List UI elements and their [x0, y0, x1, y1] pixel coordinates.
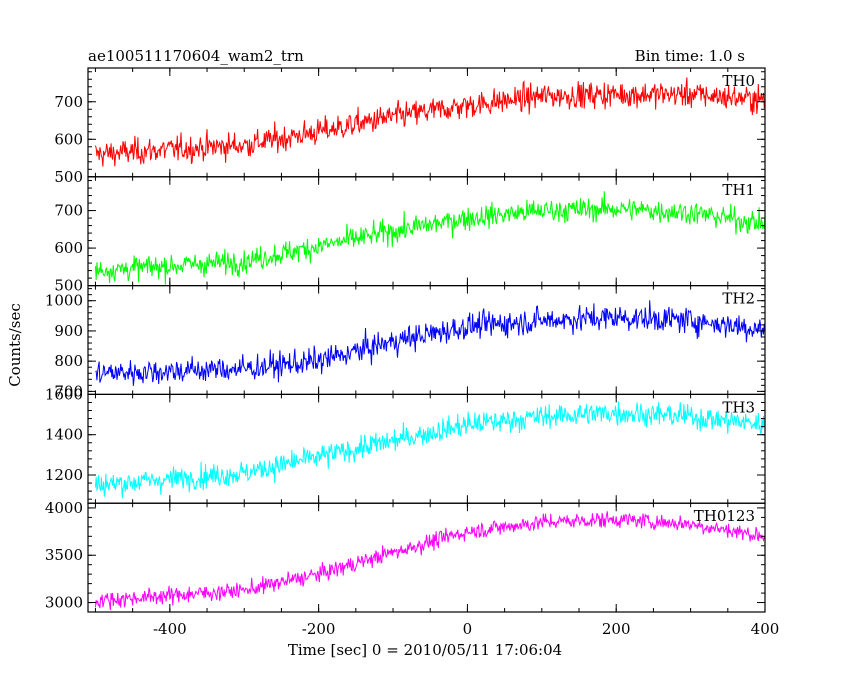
y-tick-label: 4000	[45, 499, 83, 517]
panel-th0123: 3000 3500 4000 TH0123 -400 -200 0 200 400	[45, 499, 780, 638]
x-tick-label: 400	[751, 620, 780, 638]
y-tick-label: 900	[54, 322, 83, 340]
panel-label-th0: TH0	[722, 72, 755, 90]
y-tick-label: 3500	[45, 546, 83, 564]
y-tick-label: 600	[54, 130, 83, 148]
panel-frame	[87, 285, 766, 396]
panel-label-th2: TH2	[722, 290, 755, 308]
x-tick-label: -400	[153, 620, 187, 638]
series-line-th3	[94, 401, 765, 499]
y-tick-label: 600	[54, 239, 83, 257]
x-tick-label: 200	[602, 620, 631, 638]
panel-th0: 500 600 700 TH0	[54, 67, 766, 186]
y-tick-label: 500	[54, 168, 83, 186]
series-line-th2	[95, 300, 765, 386]
file-title: ae100511170604_wam2_trn	[88, 47, 304, 65]
panel-label-th1: TH1	[722, 181, 755, 199]
panel-frame	[87, 502, 766, 613]
panel-th3: 1200 1400 1600 TH3	[45, 385, 766, 504]
y-tick-label: 1400	[45, 426, 83, 444]
y-tick-label: 700	[54, 93, 83, 111]
y-tick-label: 1200	[45, 466, 83, 484]
series-line-th1	[94, 191, 765, 285]
panel-frame	[87, 67, 766, 178]
panel-label-th3: TH3	[722, 398, 755, 416]
series-line-th0123	[94, 511, 765, 611]
y-tick-label: 700	[54, 202, 83, 220]
x-axis-label: Time [sec] 0 = 2010/05/11 17:06:04	[288, 641, 562, 659]
panel-label-th0123: TH0123	[694, 507, 755, 525]
panel-th2: 700 800 900 1000 TH2	[45, 285, 766, 400]
y-tick-label: 1000	[45, 292, 83, 310]
series-line-th0	[94, 77, 765, 167]
panel-th1: 500 600 700 TH1	[54, 176, 766, 295]
y-tick-label: 800	[54, 352, 83, 370]
panel-frame	[87, 176, 766, 287]
y-axis-label: Counts/sec	[6, 303, 24, 387]
y-tick-label: 3000	[45, 594, 83, 612]
x-tick-label: -200	[302, 620, 336, 638]
bin-time-label: Bin time: 1.0 s	[635, 47, 745, 65]
y-tick-label: 500	[54, 277, 83, 295]
panels-group: 500 600 700 TH0 500 600 700 TH1 700 800 900 1000 TH2…	[45, 67, 780, 638]
y-tick-label: 700	[54, 382, 83, 400]
x-tick-label: 0	[463, 620, 473, 638]
y-tick-label: 1600	[45, 385, 83, 403]
